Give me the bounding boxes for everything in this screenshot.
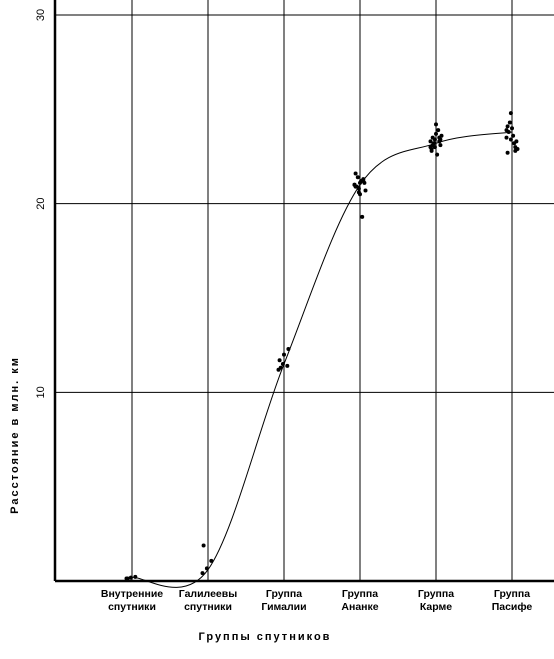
data-point bbox=[282, 352, 286, 357]
data-point bbox=[353, 184, 358, 189]
data-point bbox=[505, 150, 510, 155]
data-point bbox=[285, 363, 290, 368]
data-point bbox=[504, 128, 509, 133]
x-axis-label: Группы спутников bbox=[199, 631, 332, 643]
data-point bbox=[510, 126, 514, 131]
x-tick-label: Внутренние спутники bbox=[101, 588, 163, 613]
trend-line bbox=[131, 131, 513, 588]
data-point bbox=[428, 139, 433, 144]
data-point bbox=[280, 362, 285, 367]
data-point bbox=[286, 346, 291, 351]
x-tick-label: Группа Гималии bbox=[261, 588, 306, 613]
data-point bbox=[436, 128, 441, 133]
data-point bbox=[353, 171, 358, 176]
data-point bbox=[512, 141, 517, 146]
data-point bbox=[355, 175, 360, 180]
data-point bbox=[439, 133, 444, 138]
data-point bbox=[125, 576, 130, 581]
data-point bbox=[508, 137, 513, 142]
data-point bbox=[133, 574, 138, 579]
data-point bbox=[204, 566, 209, 571]
data-point bbox=[431, 141, 436, 146]
data-point bbox=[209, 558, 214, 563]
data-point bbox=[434, 131, 438, 136]
y-tick-label: 20 bbox=[35, 198, 47, 210]
y-axis-label: Расстояние в млн. км bbox=[9, 356, 21, 514]
y-tick-label: 10 bbox=[35, 386, 47, 398]
data-point bbox=[277, 358, 282, 363]
data-point bbox=[437, 139, 442, 144]
data-point bbox=[361, 179, 366, 184]
data-point bbox=[434, 122, 438, 127]
data-point bbox=[363, 188, 368, 193]
data-point bbox=[358, 180, 362, 185]
data-point bbox=[508, 111, 513, 116]
x-tick-label: Галилеевы спутники bbox=[179, 588, 237, 613]
x-tick-label: Группа Пасифе bbox=[492, 588, 533, 613]
data-point bbox=[435, 152, 440, 157]
x-tick-label: Группа Ананке bbox=[341, 588, 378, 613]
data-point bbox=[201, 543, 206, 548]
data-point bbox=[505, 124, 510, 129]
data-point bbox=[507, 120, 512, 125]
data-point bbox=[360, 214, 365, 219]
data-point bbox=[430, 135, 435, 140]
data-point bbox=[278, 365, 283, 370]
x-tick-label: Группа Карме bbox=[418, 588, 454, 613]
data-point bbox=[429, 146, 434, 151]
data-point bbox=[438, 143, 443, 148]
y-tick-label: 30 bbox=[35, 9, 47, 21]
data-point bbox=[356, 190, 361, 195]
data-point bbox=[128, 575, 133, 580]
data-point bbox=[511, 133, 516, 138]
data-point bbox=[200, 571, 205, 576]
data-point bbox=[513, 148, 518, 153]
data-point bbox=[504, 135, 509, 140]
